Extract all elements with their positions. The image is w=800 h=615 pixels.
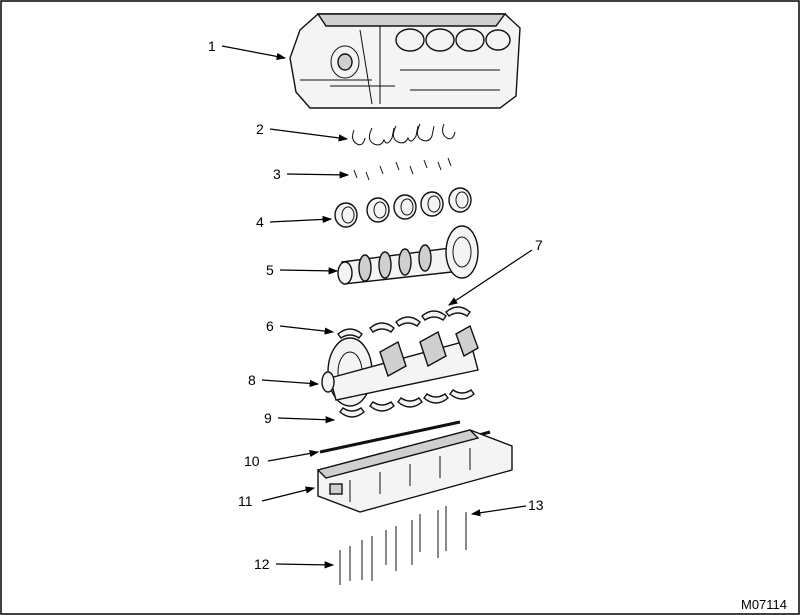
main-bolts [339,506,467,585]
callout-2: 2 [256,121,264,137]
callout-10: 10 [244,453,260,469]
lower-main-bearings [339,389,475,418]
callout-labels: 1 2 3 4 5 7 6 8 9 10 11 12 13 [208,38,544,572]
callout-4: 4 [256,214,264,230]
leader-lines [221,45,533,569]
camshaft [337,225,479,285]
callout-5: 5 [266,262,274,278]
callout-7: 7 [535,237,543,253]
callout-12: 12 [254,556,270,572]
upper-main-bearings [337,306,471,339]
callout-3: 3 [273,166,281,182]
callout-11: 11 [238,493,253,509]
callout-1: 1 [208,38,216,54]
figure-id: M07114 [741,597,787,612]
callout-13: 13 [528,497,544,513]
camshaft-bearings [334,187,472,228]
small-bolts [353,157,452,181]
callout-9: 9 [264,410,272,426]
cylinder-block [289,13,521,109]
callout-6: 6 [266,318,274,334]
bedplate [316,429,513,513]
bearing-clips [352,123,456,146]
callout-8: 8 [248,372,256,388]
crankshaft [321,324,479,407]
